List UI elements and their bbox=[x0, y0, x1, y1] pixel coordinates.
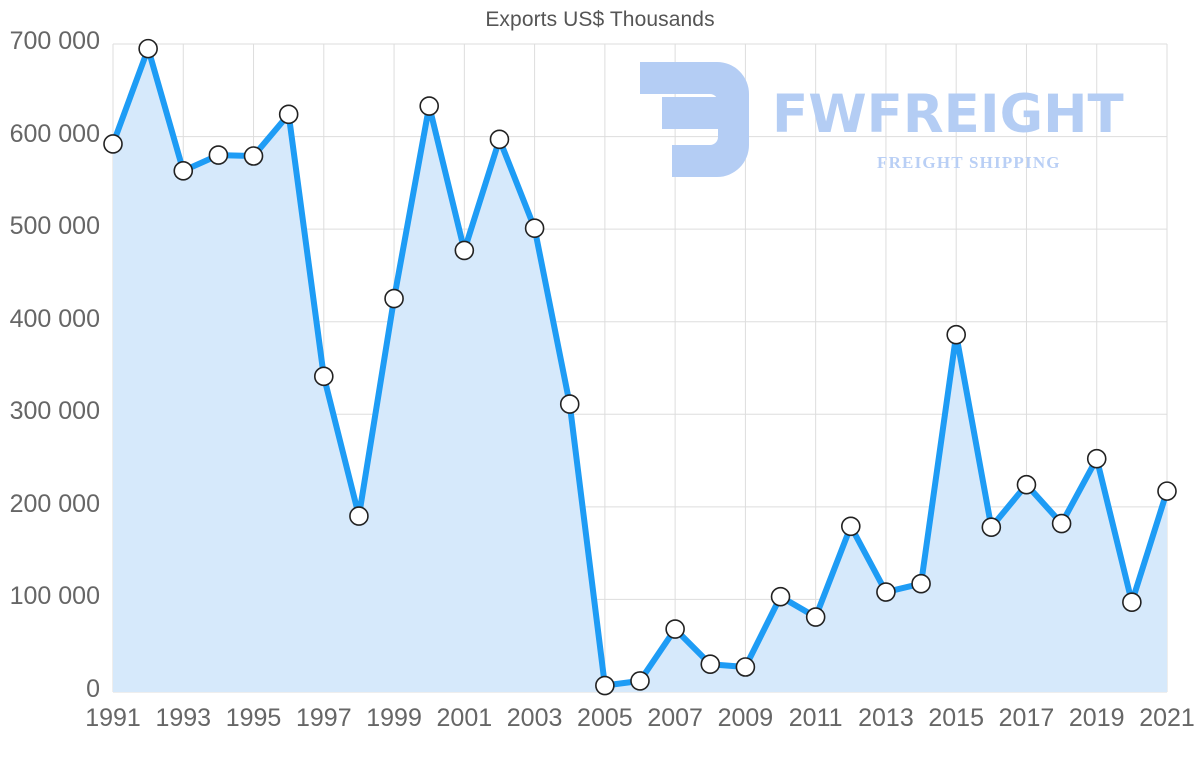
x-axis-tick-label: 1995 bbox=[225, 704, 282, 732]
x-axis-tick-label: 2009 bbox=[717, 704, 774, 732]
data-point-marker[interactable] bbox=[1157, 481, 1177, 501]
y-axis-tick-label: 200 000 bbox=[9, 489, 100, 518]
y-axis-tick-label: 700 000 bbox=[9, 27, 100, 55]
y-axis-tick-label: 100 000 bbox=[9, 582, 100, 611]
data-point-marker[interactable] bbox=[876, 582, 896, 602]
data-point-marker[interactable] bbox=[1051, 513, 1072, 534]
data-point-marker[interactable] bbox=[911, 573, 931, 594]
data-point-markers bbox=[103, 38, 1177, 696]
data-point-marker[interactable] bbox=[559, 394, 580, 414]
y-axis-tick-label: 0 bbox=[86, 675, 100, 703]
x-axis-tick-label: 1993 bbox=[155, 704, 212, 732]
y-axis-tick-label: 500 000 bbox=[9, 212, 100, 241]
data-point-marker[interactable] bbox=[103, 134, 123, 154]
y-axis-tick-label: 400 000 bbox=[9, 304, 100, 333]
data-point-marker[interactable] bbox=[665, 619, 685, 639]
data-point-marker[interactable] bbox=[489, 129, 510, 150]
data-point-marker[interactable] bbox=[419, 96, 440, 116]
y-axis-tick-label: 600 000 bbox=[9, 119, 100, 148]
data-point-marker[interactable] bbox=[384, 288, 404, 309]
x-axis-tick-label: 2021 bbox=[1139, 704, 1195, 732]
data-point-marker[interactable] bbox=[595, 675, 615, 696]
x-axis-tick-label: 2003 bbox=[506, 704, 563, 732]
data-point-marker[interactable] bbox=[981, 517, 1002, 538]
x-axis-tick-label: 2017 bbox=[998, 704, 1055, 732]
x-axis-tick-label: 2007 bbox=[647, 704, 703, 732]
data-point-marker[interactable] bbox=[805, 607, 826, 627]
y-axis-tick-label: 300 000 bbox=[9, 397, 100, 426]
data-point-marker[interactable] bbox=[278, 104, 299, 125]
data-point-marker[interactable] bbox=[946, 324, 967, 345]
data-point-marker[interactable] bbox=[313, 366, 334, 387]
data-point-marker[interactable] bbox=[1122, 592, 1142, 613]
data-point-marker[interactable] bbox=[243, 146, 264, 166]
data-point-marker[interactable] bbox=[840, 516, 861, 537]
data-point-marker[interactable] bbox=[208, 145, 229, 165]
chart-title: Exports US$ Thousands bbox=[485, 8, 715, 31]
x-axis-tick-label: 2005 bbox=[577, 704, 633, 732]
x-axis-tick-label: 2013 bbox=[858, 704, 914, 732]
data-point-marker[interactable] bbox=[524, 218, 545, 239]
data-point-marker[interactable] bbox=[700, 654, 721, 675]
data-point-marker[interactable] bbox=[770, 586, 791, 607]
data-point-marker[interactable] bbox=[138, 38, 158, 59]
data-point-marker[interactable] bbox=[735, 657, 756, 677]
x-axis-tick-label: 2001 bbox=[436, 704, 493, 732]
x-axis-tick-label: 1999 bbox=[366, 704, 422, 732]
x-axis-tick-label: 2011 bbox=[788, 704, 843, 732]
x-axis-tick-label: 2015 bbox=[928, 704, 984, 732]
x-axis-tick-label: 2019 bbox=[1068, 704, 1125, 732]
data-point-marker[interactable] bbox=[1016, 474, 1037, 495]
area-fill bbox=[113, 48, 1167, 692]
data-point-marker[interactable] bbox=[349, 506, 369, 526]
x-axis-tick-label: 1997 bbox=[295, 704, 352, 732]
x-axis-tick-label: 1991 bbox=[85, 704, 141, 732]
data-point-marker[interactable] bbox=[454, 240, 475, 261]
data-point-marker[interactable] bbox=[630, 671, 650, 691]
data-point-marker[interactable] bbox=[1086, 448, 1107, 469]
data-point-marker[interactable] bbox=[173, 161, 194, 181]
